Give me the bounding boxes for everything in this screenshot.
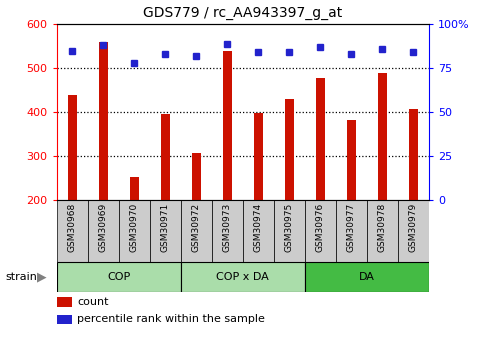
Bar [284,99,294,200]
Bar [57,315,71,324]
Bar [57,262,181,292]
Bar [181,262,305,292]
Bar [398,200,429,262]
Text: COP x DA: COP x DA [216,272,269,282]
Bar [192,153,201,200]
Bar [316,78,325,200]
Text: GSM30976: GSM30976 [316,203,325,253]
Text: percentile rank within the sample: percentile rank within the sample [77,315,265,324]
Text: GSM30968: GSM30968 [68,203,77,253]
Bar [305,200,336,262]
Text: GSM30975: GSM30975 [285,203,294,253]
Text: GSM30977: GSM30977 [347,203,356,253]
Bar [150,200,181,262]
Bar [130,177,139,200]
Text: DA: DA [359,272,375,282]
Bar [119,200,150,262]
Bar [161,114,170,200]
Text: count: count [77,297,108,307]
Bar [181,200,212,262]
Text: GSM30974: GSM30974 [254,203,263,252]
Text: ▶: ▶ [37,270,47,283]
Bar [367,200,398,262]
Text: GSM30978: GSM30978 [378,203,387,253]
Bar [409,109,418,200]
Bar [254,114,263,200]
Text: GSM30979: GSM30979 [409,203,418,253]
Bar [274,200,305,262]
Text: GSM30970: GSM30970 [130,203,139,253]
Bar [99,42,108,200]
Bar [68,95,77,200]
Bar [336,200,367,262]
Bar [223,51,232,200]
Bar [57,297,71,307]
Text: GSM30972: GSM30972 [192,203,201,252]
Bar [88,200,119,262]
Bar [347,120,356,200]
Bar [243,200,274,262]
Title: GDS779 / rc_AA943397_g_at: GDS779 / rc_AA943397_g_at [143,6,343,20]
Text: COP: COP [107,272,130,282]
Text: GSM30973: GSM30973 [223,203,232,253]
Text: GSM30969: GSM30969 [99,203,108,253]
Bar [378,72,387,200]
Bar [57,200,88,262]
Text: GSM30971: GSM30971 [161,203,170,253]
Bar [212,200,243,262]
Text: strain: strain [5,272,37,282]
Bar [305,262,429,292]
